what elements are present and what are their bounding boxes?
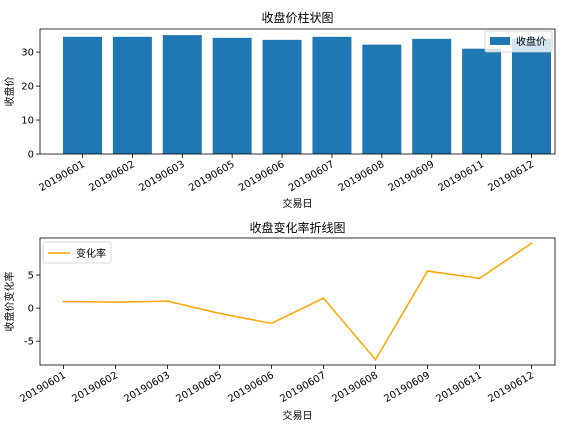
bar xyxy=(312,36,352,154)
bar-chart-title: 收盘价柱状图 xyxy=(261,10,333,25)
bar xyxy=(412,38,452,155)
line-legend-label: 变化率 xyxy=(76,247,106,260)
bar-legend-label: 收盘价 xyxy=(516,35,546,48)
y-tick-label: -5 xyxy=(24,337,34,348)
line-chart-y-axis: -5 0 5 xyxy=(24,271,40,348)
bar xyxy=(512,38,551,155)
data-point xyxy=(322,297,325,300)
data-point xyxy=(62,300,65,303)
bar xyxy=(362,44,402,154)
y-tick-label: 20 xyxy=(21,82,34,93)
bar-series xyxy=(63,35,551,155)
series-line xyxy=(63,242,532,362)
bar-chart-ylabel: 收盘价 xyxy=(3,77,16,107)
line-chart-legend: 变化率 xyxy=(42,241,112,264)
bar-chart-plot-frame xyxy=(39,28,556,155)
line-series xyxy=(62,242,533,362)
data-point xyxy=(218,312,221,315)
bar-chart-y-axis: 0 10 20 30 xyxy=(21,48,40,161)
line-chart-xlabel: 交易日 xyxy=(283,409,313,422)
data-point xyxy=(530,242,533,245)
y-tick-label: 0 xyxy=(28,304,34,315)
line-chart-title: 收盘变化率折线图 xyxy=(249,220,345,235)
y-tick-label: 10 xyxy=(21,116,34,127)
data-point xyxy=(166,300,169,303)
bar xyxy=(462,48,502,154)
y-tick-label: 5 xyxy=(28,271,34,282)
bar-chart-xlabel: 交易日 xyxy=(283,197,313,210)
data-point xyxy=(478,277,481,280)
data-point xyxy=(114,301,117,304)
line-chart-ylabel: 收盘价变化率 xyxy=(3,272,16,332)
line-legend-frame xyxy=(42,241,112,264)
data-point xyxy=(270,322,273,325)
bar-legend-frame xyxy=(484,30,553,53)
data-point xyxy=(374,358,377,361)
bar xyxy=(112,36,152,154)
bar-legend-swatch xyxy=(490,37,510,45)
data-point xyxy=(426,270,429,272)
bar xyxy=(63,36,102,154)
bar xyxy=(212,37,252,154)
y-tick-label: 30 xyxy=(21,48,34,59)
y-tick-label: 0 xyxy=(28,150,34,161)
bar-chart-legend: 收盘价 xyxy=(484,30,553,53)
bar xyxy=(262,39,302,154)
line-chart-plot-frame xyxy=(39,237,556,366)
bar xyxy=(162,35,202,154)
